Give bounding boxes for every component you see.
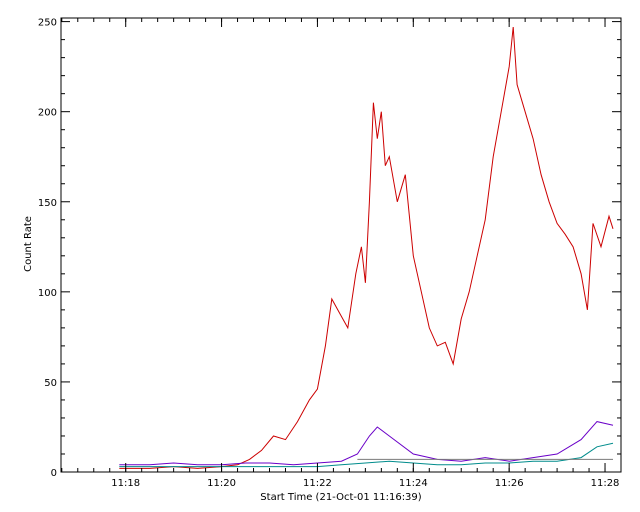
series-red-line: [119, 26, 614, 469]
series-teal-line: [119, 442, 614, 468]
y-tick-label: 150: [38, 198, 57, 209]
series-layer: [119, 26, 614, 469]
x-axis-title: Start Time (21-Oct-01 11:16:39): [260, 492, 421, 503]
y-axis-title: Count Rate: [23, 216, 34, 272]
x-tick-label: 11:24: [399, 478, 428, 489]
x-tick-label: 11:18: [111, 478, 140, 489]
x-tick-label: 11:26: [495, 478, 524, 489]
x-tick-label: 11:20: [207, 478, 236, 489]
y-tick-label: 50: [44, 378, 57, 389]
series-purple-line: [119, 421, 614, 466]
x-tick-label: 11:28: [591, 478, 620, 489]
y-tick-label: 100: [38, 288, 57, 299]
y-tick-label: 200: [38, 108, 57, 119]
y-tick-label: 250: [38, 18, 57, 29]
plot-border: [60, 17, 622, 473]
x-tick-label: 11:22: [303, 478, 332, 489]
plot-frame: [60, 17, 622, 473]
y-tick-label: 0: [51, 468, 57, 479]
tick-layer: 11:18 11:20 11:22 11:24 11:26 11:28 0 50 100 150 2…: [38, 18, 621, 489]
